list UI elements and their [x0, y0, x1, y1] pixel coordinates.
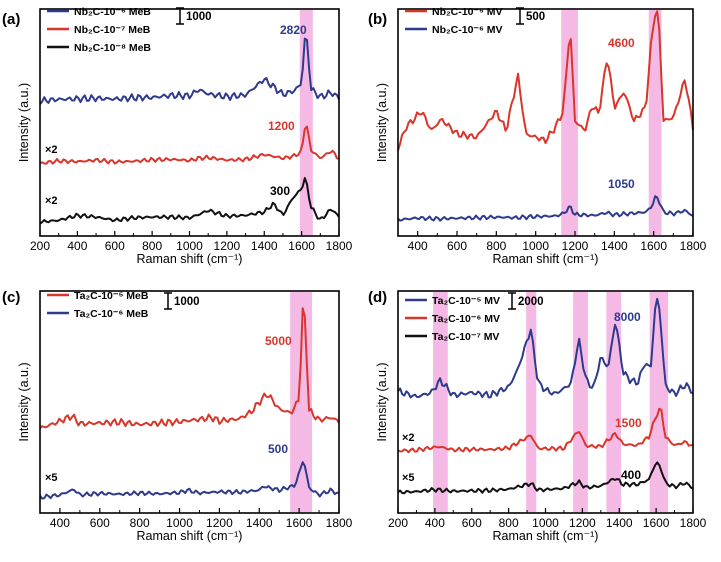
x-tick-label: 1400 [246, 516, 273, 530]
series-line [397, 461, 694, 495]
highlight-band [649, 292, 669, 512]
highlight-band [433, 292, 448, 512]
scale-bar-label: 2000 [518, 296, 544, 308]
legend-label: Ta₂C-10⁻⁵ MV [432, 295, 500, 307]
legend-label: Ta₂C-10⁻⁵ MeB [74, 290, 149, 302]
series-line [397, 407, 694, 454]
legend-label: Nb₂C-10⁻⁶ MeB [74, 6, 151, 18]
x-tick-label: 600 [447, 239, 467, 253]
x-tick-label: 600 [90, 516, 110, 530]
y-axis-label: Intensity (a.u.) [375, 362, 389, 441]
series-line [39, 125, 340, 165]
x-tick-label: 1200 [562, 239, 589, 253]
plot-frame [397, 8, 694, 237]
panel-a: 2820 1200 ×2 300 ×2 200 400 600 800 1000 1200 1400 1… [2, 6, 353, 266]
x-axis-label: Raman shift (cm⁻¹) [137, 529, 243, 543]
x-tick-label: 800 [486, 239, 506, 253]
panel-d: 8000 1500 ×2 400 ×5 200 400 600 800 1000 1200 1400 1… [368, 289, 707, 543]
peak-label: 1500 [615, 416, 642, 430]
x-tick-label: 1400 [606, 516, 633, 530]
x-tick-label: 600 [462, 516, 482, 530]
multiplier-label: ×2 [45, 195, 58, 207]
y-axis-label: Intensity (a.u.) [17, 362, 31, 441]
x-tick-label: 800 [130, 516, 150, 530]
x-axis-label: Raman shift (cm⁻¹) [493, 252, 599, 266]
peak-label: 4600 [608, 36, 635, 50]
series-line [39, 461, 339, 500]
panel-c: 5000 500 ×5 400 600 800 1000 1200 1400 1600 1800 Ra… [2, 289, 353, 543]
peak-label: 500 [268, 442, 288, 456]
x-tick-label: 200 [30, 239, 50, 253]
highlight-band [648, 10, 662, 235]
x-tick-label: 1400 [601, 239, 628, 253]
x-tick-label: 600 [105, 239, 125, 253]
x-axis-label: Raman shift (cm⁻¹) [493, 529, 599, 543]
y-axis-label: Intensity (a.u.) [375, 83, 389, 162]
x-tick-label: 1000 [522, 239, 549, 253]
peak-label: 5000 [265, 334, 292, 348]
x-tick-label: 1600 [286, 516, 313, 530]
x-tick-label: 200 [388, 516, 408, 530]
x-axis-label: Raman shift (cm⁻¹) [137, 252, 243, 266]
legend-label: Nb₂C-10⁻⁸ MeB [74, 42, 151, 54]
x-tick-label: 1800 [326, 239, 353, 253]
multiplier-label: ×2 [45, 144, 58, 156]
x-tick-label: 1800 [326, 516, 353, 530]
x-tick-label: 1000 [532, 516, 559, 530]
multiplier-label: ×2 [402, 432, 415, 444]
x-tick-label: 1000 [166, 516, 193, 530]
x-tick-label: 1600 [288, 239, 315, 253]
legend-label: Ta₂C-10⁻⁷ MV [432, 331, 499, 343]
x-tick-label: 1000 [176, 239, 203, 253]
multiplier-label: ×5 [45, 472, 58, 484]
highlight-band [573, 292, 588, 512]
scale-bar-label: 1000 [186, 11, 212, 23]
x-tick-label: 1200 [214, 239, 241, 253]
series-line [397, 297, 694, 399]
x-tick-label: 1200 [569, 516, 596, 530]
x-tick-label: 1600 [640, 239, 667, 253]
panel-b: 4600 1050 400 600 800 1000 1200 1400 1600 1800 Ram… [368, 6, 707, 266]
panel-label: (c) [2, 289, 20, 306]
x-tick-label: 1200 [206, 516, 233, 530]
peak-label: 2820 [280, 23, 307, 37]
peak-label: 400 [621, 468, 641, 482]
legend-label: Nb₂C-10⁻⁶ MV [432, 24, 502, 36]
panel-label: (a) [2, 11, 20, 28]
x-tick-label: 400 [408, 239, 428, 253]
highlight-band [526, 292, 537, 512]
legend-label: Nb₂C-10⁻⁷ MeB [74, 24, 151, 36]
series-line [39, 37, 340, 105]
x-tick-label: 1800 [680, 516, 707, 530]
legend-label: Ta₂C-10⁻⁶ MeB [74, 308, 149, 320]
peak-label: 1050 [608, 177, 635, 191]
x-tick-label: 400 [50, 516, 70, 530]
x-tick-label: 400 [67, 239, 87, 253]
plot-frame [39, 290, 340, 514]
series-line [397, 195, 694, 222]
multiplier-label: ×5 [402, 472, 415, 484]
highlight-band [606, 292, 622, 512]
panel-label: (d) [368, 289, 387, 306]
scale-bar-label: 1000 [174, 296, 200, 308]
x-tick-label: 1400 [251, 239, 278, 253]
x-tick-label: 800 [142, 239, 162, 253]
highlight-band [561, 10, 578, 235]
legend-label: Nb₂C-10⁻⁵ MV [432, 6, 503, 18]
x-tick-label: 1600 [643, 516, 670, 530]
legend-label: Ta₂C-10⁻⁶ MV [432, 313, 500, 325]
peak-label: 8000 [614, 310, 641, 324]
series-line [397, 10, 694, 151]
peak-label: 1200 [268, 119, 295, 133]
y-axis-label: Intensity (a.u.) [17, 83, 31, 162]
series-line [39, 177, 340, 225]
peak-label: 300 [270, 184, 290, 198]
x-tick-label: 1800 [680, 239, 707, 253]
x-tick-label: 800 [499, 516, 519, 530]
panel-label: (b) [368, 11, 387, 28]
series-line [39, 307, 340, 430]
scale-bar-label: 500 [526, 11, 545, 23]
x-tick-label: 400 [425, 516, 445, 530]
